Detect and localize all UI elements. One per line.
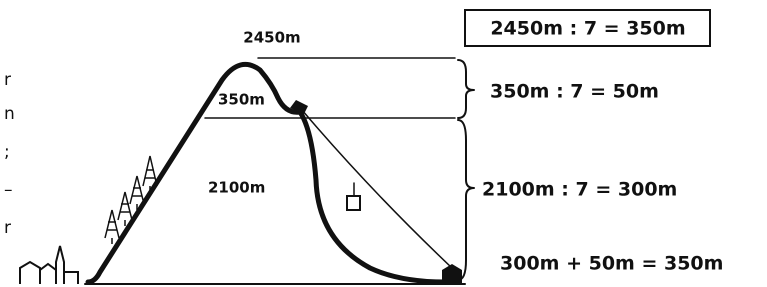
boxed-equation: 2450m : 7 = 350m [490,18,685,40]
sum-equation: 300m + 50m = 350m [500,253,723,275]
fragment: n [4,104,15,124]
upper-part-label: 350m [218,91,265,109]
fragment: ; [4,142,10,162]
fragment: – [4,180,13,200]
fragment: r [4,218,11,238]
lower-part-label: 2100m [208,179,265,197]
upper-equation: 350m : 7 = 50m [490,81,659,103]
lower-equation: 2100m : 7 = 300m [482,179,677,201]
peak-label: 2450m [243,29,300,47]
fragment: r [4,70,11,90]
diagram: r n ; – r 2450m 350m 2100m 2450m : 7 = 3… [0,0,767,287]
